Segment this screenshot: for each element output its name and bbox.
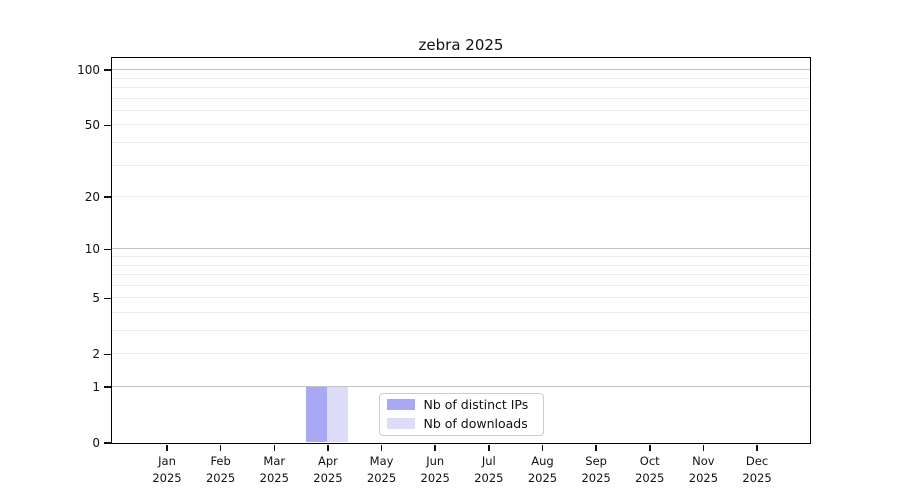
y-tick-mark: [104, 248, 111, 251]
grid-line-minor: [111, 330, 810, 332]
plot-area: Nb of distinct IPs Nb of downloads: [110, 56, 811, 444]
y-tick-label: 20: [84, 190, 100, 205]
grid-line-minor: [111, 124, 810, 126]
x-tick-mark: [541, 444, 544, 451]
y-tick-mark: [104, 442, 111, 444]
y-tick-label: 0: [92, 436, 100, 450]
grid-line-minor: [111, 284, 810, 286]
grid-line-minor: [111, 297, 810, 299]
x-tick-mark: [434, 444, 436, 451]
x-tick-mark: [219, 444, 222, 451]
grid-line-minor: [111, 77, 810, 79]
x-tick-label: Jan 2025: [152, 454, 182, 485]
x-tick-mark: [380, 444, 383, 451]
y-tick-mark: [104, 196, 111, 198]
x-tick-label: Mar 2025: [259, 454, 289, 485]
grid-line-minor: [111, 353, 810, 355]
bar-distinct-ips: [306, 386, 328, 443]
y-tick-mark: [104, 386, 111, 388]
x-tick-label: Sep 2025: [581, 454, 611, 485]
grid-line-minor: [111, 264, 810, 266]
y-tick-label: 50: [84, 118, 100, 133]
grid-line-minor: [111, 274, 810, 276]
x-tick-mark: [166, 444, 168, 451]
legend-label-downloads: Nb of downloads: [423, 415, 528, 431]
grid-line-minor: [111, 142, 810, 144]
x-tick-mark: [273, 444, 276, 451]
y-tick-mark: [104, 124, 111, 127]
x-tick-label: Feb 2025: [205, 454, 236, 485]
x-tick-mark: [756, 444, 758, 451]
x-tick-label: Oct 2025: [635, 454, 665, 485]
x-tick-label: Nov 2025: [688, 454, 719, 485]
grid-line-minor: [111, 311, 810, 313]
y-tick-label: 5: [92, 291, 100, 306]
x-tick-mark: [595, 444, 597, 451]
chart-title: zebra 2025: [418, 36, 504, 54]
y-tick-label: 10: [84, 242, 100, 257]
x-tick-label: May 2025: [366, 454, 397, 485]
bar-downloads: [327, 386, 349, 443]
x-tick-label: Dec 2025: [742, 454, 772, 485]
x-tick-mark: [702, 444, 705, 451]
grid-line-minor: [111, 256, 810, 257]
y-tick-mark: [104, 297, 111, 299]
x-tick-label: Apr 2025: [313, 454, 343, 485]
grid-line-major: [111, 386, 810, 387]
legend-item-downloads: Nb of downloads: [386, 415, 543, 432]
x-tick-mark: [327, 444, 329, 451]
legend-item-distinct-ips: Nb of distinct IPs: [386, 396, 543, 413]
legend-swatch-downloads-icon: [386, 418, 415, 429]
grid-line-minor: [111, 109, 810, 111]
grid-line-minor: [111, 196, 810, 198]
grid-line-minor: [111, 97, 810, 99]
y-tick-mark: [104, 69, 111, 71]
grid-line-major: [111, 248, 810, 250]
x-tick-mark: [488, 444, 490, 451]
x-tick-label: Jun 2025: [420, 454, 450, 485]
y-tick-label: 1: [92, 380, 100, 394]
x-tick-mark: [649, 444, 651, 451]
y-tick-label: 100: [77, 63, 100, 78]
x-tick-label: Aug 2025: [527, 454, 558, 485]
legend: Nb of distinct IPs Nb of downloads: [378, 392, 544, 436]
y-tick-mark: [104, 353, 111, 355]
grid-line-minor: [111, 164, 810, 166]
legend-swatch-distinct-ips-icon: [386, 399, 415, 410]
grid-line-major: [111, 69, 810, 71]
legend-label-distinct-ips: Nb of distinct IPs: [423, 396, 529, 412]
x-tick-label: Jul 2025: [474, 454, 504, 485]
y-tick-label: 2: [92, 347, 100, 362]
grid-line-minor: [111, 87, 810, 89]
